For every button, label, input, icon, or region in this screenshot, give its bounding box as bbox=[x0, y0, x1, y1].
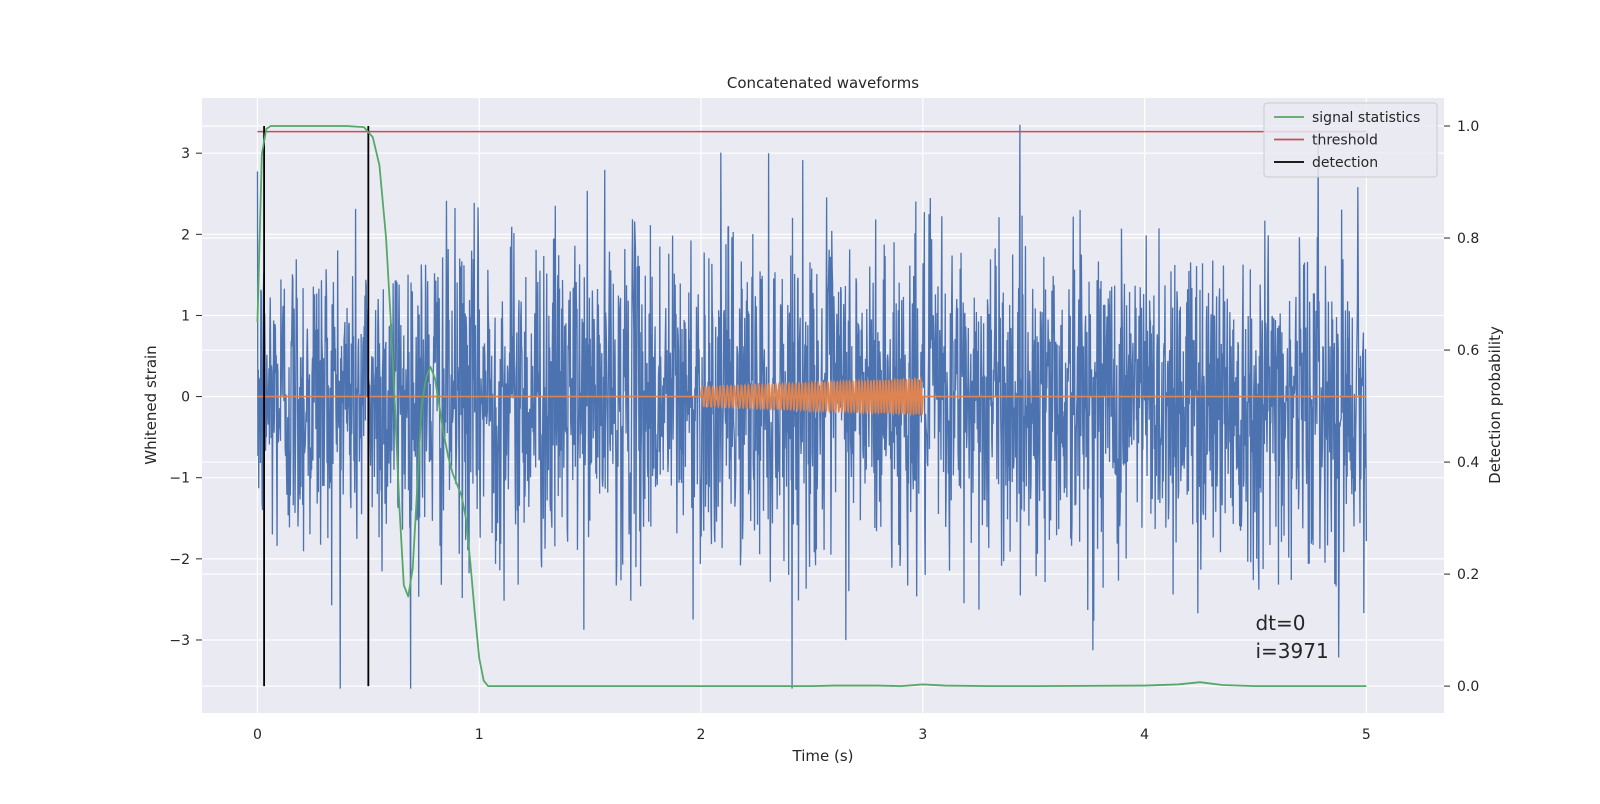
y-left-tick-label: 1 bbox=[181, 308, 190, 324]
x-tick-label: 1 bbox=[475, 727, 484, 743]
y-left-tick-label: −1 bbox=[169, 471, 190, 487]
y-right-tick-label: 1.0 bbox=[1457, 119, 1479, 135]
y-left-tick-label: −2 bbox=[169, 552, 190, 568]
y-left-axis-ticks: 3 2 1 0 −1 −2 −3 bbox=[169, 146, 202, 649]
y-right-tick-label: 0.0 bbox=[1457, 679, 1479, 695]
y-left-tick-label: 2 bbox=[181, 227, 190, 243]
y-left-axis-label: Whitened strain bbox=[142, 345, 160, 464]
legend-label: detection bbox=[1312, 155, 1378, 171]
y-left-tick-label: 0 bbox=[181, 390, 190, 406]
series-signal-statistics bbox=[256, 125, 1367, 688]
annotation: dt=0 i=3971 bbox=[1255, 611, 1328, 663]
y-right-tick-label: 0.6 bbox=[1457, 343, 1479, 359]
x-tick-label: 2 bbox=[697, 727, 706, 743]
x-axis-ticks: 0 1 2 3 4 5 bbox=[253, 727, 1371, 743]
y-left-tick-label: 3 bbox=[181, 146, 190, 162]
y-right-axis-ticks: 1.0 0.8 0.6 0.4 0.2 0.0 bbox=[1444, 119, 1479, 695]
x-tick-label: 5 bbox=[1362, 727, 1371, 743]
y-right-tick-label: 0.8 bbox=[1457, 231, 1479, 247]
chart-title: Concatenated waveforms bbox=[727, 74, 919, 92]
x-tick-label: 0 bbox=[253, 727, 262, 743]
series-group bbox=[256, 124, 1368, 689]
y-right-tick-label: 0.4 bbox=[1457, 455, 1479, 471]
x-tick-label: 4 bbox=[1140, 727, 1149, 743]
legend-label: threshold bbox=[1312, 133, 1378, 149]
annotation-dt: dt=0 bbox=[1255, 611, 1305, 635]
legend-box bbox=[1263, 102, 1438, 178]
x-tick-label: 3 bbox=[918, 727, 927, 743]
y-right-tick-label: 0.2 bbox=[1457, 567, 1479, 583]
series-strain bbox=[256, 124, 1368, 689]
legend: signal statistics threshold detection bbox=[1263, 102, 1438, 178]
annotation-index: i=3971 bbox=[1255, 639, 1328, 663]
x-axis-label: Time (s) bbox=[792, 747, 854, 765]
series-injected-waveform bbox=[257, 376, 1367, 417]
y-right-axis-label: Detection probability bbox=[1486, 326, 1504, 484]
legend-label: signal statistics bbox=[1312, 110, 1420, 126]
y-left-tick-label: −3 bbox=[169, 633, 190, 649]
